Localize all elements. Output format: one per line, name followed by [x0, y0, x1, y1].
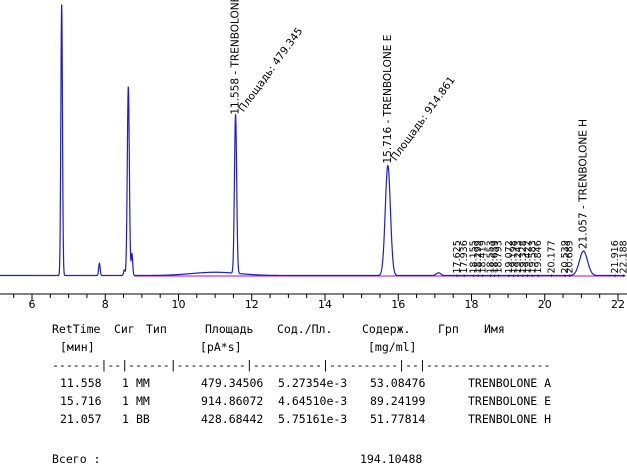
x-tick-label: 8 — [102, 298, 109, 311]
minor-peak-label: 19.328 — [518, 240, 529, 273]
minor-peak-label: 21.916 — [610, 240, 621, 273]
header-amount: Содерж. — [362, 322, 411, 336]
x-tick-label: 22 — [611, 298, 625, 311]
minor-peak-label: 19.243 — [513, 240, 524, 273]
peak-label-1: 11.558 - TRENBOLONE A — [230, 0, 242, 115]
x-tick-label: 20 — [538, 298, 552, 311]
table-separator: -------|--|------|----------|----------|… — [52, 358, 551, 372]
x-tick-label: 18 — [465, 298, 479, 311]
row-0-amount: 53.08476 — [370, 376, 426, 390]
row-2-amount-area: 5.75161e-3 — [278, 412, 348, 426]
unit-mgml: [mg/ml] — [368, 340, 417, 354]
row-0-area: 479.34506 — [201, 376, 264, 390]
row-2-amount: 51.77814 — [370, 412, 426, 426]
minor-peak-label: 17.625 — [452, 240, 463, 273]
x-tick-label: 10 — [172, 298, 186, 311]
row-2-area: 428.68442 — [201, 412, 264, 426]
row-0-amount-area: 5.27354e-3 — [278, 376, 348, 390]
header-group: Грп — [438, 322, 459, 336]
row-1-area: 914.86072 — [201, 394, 264, 408]
header-area: Площадь — [205, 322, 254, 336]
row-2-signal: 1 — [122, 412, 129, 426]
signal-layer — [0, 4, 626, 277]
header-signal: Сиг — [114, 322, 135, 336]
total-label: Всего : — [52, 452, 101, 466]
row-0-name: TRENBOLONE A — [468, 376, 552, 390]
minor-peak-label: 19.583 — [527, 240, 538, 273]
minor-peak-label: 17.936 — [459, 240, 470, 273]
peak-area-label-1: Площадь: 479.345 — [236, 26, 305, 115]
row-1-signal: 1 — [122, 394, 129, 408]
unit-min: [мин] — [60, 340, 95, 354]
minor-peak-label: 22.188 — [618, 240, 627, 273]
row-1-type: MM — [136, 394, 150, 408]
row-0-rettime: 11.558 — [60, 376, 102, 390]
minor-peak-label: 18.553 — [486, 240, 497, 273]
minor-peak-label: 19.198 — [509, 240, 520, 273]
signal-trace — [0, 4, 626, 277]
minor-peak-label: 18.155 — [469, 240, 480, 273]
peak-label-2: 15.716 - TRENBOLONE E — [382, 35, 394, 164]
x-tick-label: 6 — [29, 298, 36, 311]
row-1-name: TRENBOLONE E — [468, 394, 552, 408]
header-amount-area: Сод./Пл. — [277, 322, 333, 336]
row-1-amount: 89.24199 — [370, 394, 426, 408]
header-name: Имя — [484, 322, 505, 336]
chromatogram: 6 8 10 12 14 16 18 20 22 11.558 - TRENBOLONE AПл… — [0, 0, 627, 311]
header-rettime: RetTime — [52, 322, 101, 336]
minor-peak-label: 20.539 — [560, 240, 571, 273]
minor-peak-label: 19.422 — [523, 240, 534, 273]
row-0-signal: 1 — [122, 376, 129, 390]
minor-peak-label: 18.419 — [477, 240, 488, 273]
minor-peak-label: 20.689 — [565, 240, 576, 273]
header-type: Тип — [146, 322, 167, 336]
minor-peak-label: 18.299 — [473, 240, 484, 273]
x-tick-label: 12 — [245, 298, 259, 311]
x-axis: 6 8 10 12 14 16 18 20 22 — [0, 293, 627, 311]
minor-peak-label: 18.793 — [494, 240, 505, 273]
row-2-type: BB — [136, 412, 150, 426]
row-2-name: TRENBOLONE H — [468, 412, 552, 426]
row-1-rettime: 15.716 — [60, 394, 102, 408]
x-tick-label: 14 — [318, 298, 332, 311]
row-2-rettime: 21.057 — [60, 412, 102, 426]
minor-peak-label: 18.659 — [490, 240, 501, 273]
peak-area-label-2: Площадь: 914.861 — [389, 74, 458, 163]
minor-peak-label: 19.072 — [504, 240, 515, 273]
row-0-type: MM — [136, 376, 150, 390]
minor-peak-label: 20.177 — [546, 240, 557, 273]
total-value: 194.10488 — [360, 452, 423, 466]
x-tick-label: 16 — [391, 298, 405, 311]
peak-label-3: 21.057 - TRENBOLONE H — [577, 119, 589, 249]
unit-pas: [pA*s] — [200, 340, 242, 354]
row-1-amount-area: 4.64510e-3 — [278, 394, 348, 408]
minor-peak-label: 19.846 — [533, 240, 544, 273]
